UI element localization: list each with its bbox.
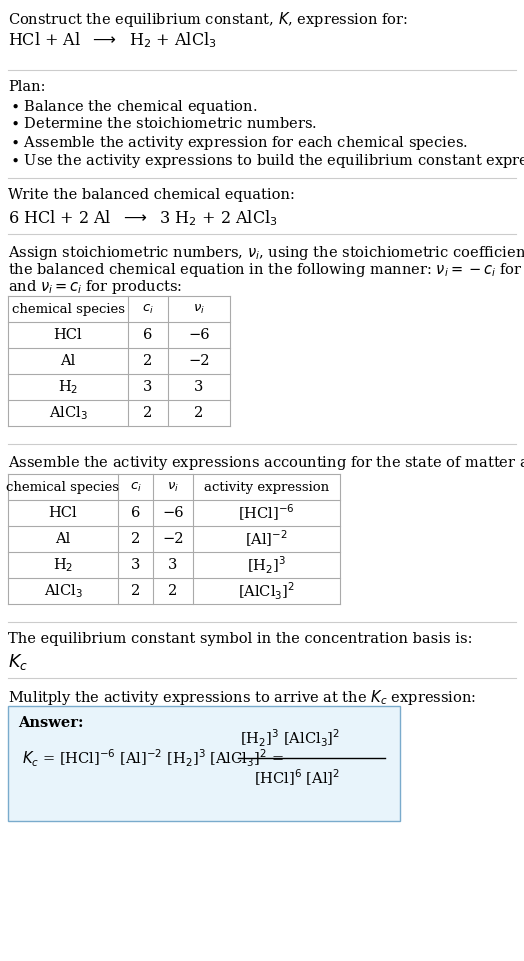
Text: $\bullet$ Determine the stoichiometric numbers.: $\bullet$ Determine the stoichiometric n… [10,116,317,131]
Text: Answer:: Answer: [18,716,83,730]
Text: activity expression: activity expression [204,480,329,494]
Text: Plan:: Plan: [8,80,46,94]
Text: $\bullet$ Balance the chemical equation.: $\bullet$ Balance the chemical equation. [10,98,257,116]
Text: 3: 3 [143,380,152,394]
Text: 2: 2 [131,584,140,598]
Text: 2: 2 [144,354,152,368]
Text: −2: −2 [188,354,210,368]
Text: [AlCl$_3$]$^2$: [AlCl$_3$]$^2$ [238,580,295,602]
Text: 2: 2 [144,406,152,420]
Text: $\bullet$ Assemble the activity expression for each chemical species.: $\bullet$ Assemble the activity expressi… [10,134,468,152]
Text: Mulitply the activity expressions to arrive at the $K_c$ expression:: Mulitply the activity expressions to arr… [8,688,476,707]
Text: HCl: HCl [53,328,82,342]
Text: 2: 2 [131,532,140,546]
Text: [Al]$^{-2}$: [Al]$^{-2}$ [245,529,288,550]
Text: 6: 6 [131,506,140,520]
Text: H$_2$: H$_2$ [53,556,73,574]
Text: Write the balanced chemical equation:: Write the balanced chemical equation: [8,188,295,202]
Text: HCl: HCl [49,506,78,520]
Text: $\bullet$ Use the activity expressions to build the equilibrium constant express: $\bullet$ Use the activity expressions t… [10,152,524,170]
Text: [H$_2$]$^3$ [AlCl$_3$]$^2$: [H$_2$]$^3$ [AlCl$_3$]$^2$ [240,727,340,749]
Text: 3: 3 [168,558,178,572]
Bar [8,296,230,426]
Text: HCl + Al  $\longrightarrow$  H$_2$ + AlCl$_3$: HCl + Al $\longrightarrow$ H$_2$ + AlCl$… [8,30,216,50]
Text: the balanced chemical equation in the following manner: $\nu_i = -c_i$ for react: the balanced chemical equation in the fo… [8,261,524,279]
Text: AlCl$_3$: AlCl$_3$ [43,582,82,600]
Text: 3: 3 [131,558,140,572]
Text: $\nu_i$: $\nu_i$ [193,303,205,315]
Text: [HCl]$^{-6}$: [HCl]$^{-6}$ [238,503,295,523]
Text: Al: Al [60,354,75,368]
Text: $\nu_i$: $\nu_i$ [167,480,179,494]
Text: Assign stoichiometric numbers, $\nu_i$, using the stoichiometric coefficients, $: Assign stoichiometric numbers, $\nu_i$, … [8,244,524,262]
Text: $K_c$: $K_c$ [8,652,28,672]
FancyBboxPatch shape [8,706,400,821]
Text: 2: 2 [168,584,178,598]
Text: chemical species: chemical species [6,480,119,494]
Text: Assemble the activity expressions accounting for the state of matter and $\nu_i$: Assemble the activity expressions accoun… [8,454,524,472]
Text: AlCl$_3$: AlCl$_3$ [49,405,88,422]
Text: $c_i$: $c_i$ [129,480,141,494]
Text: [H$_2$]$^3$: [H$_2$]$^3$ [247,554,286,576]
Text: 2: 2 [194,406,204,420]
Text: The equilibrium constant symbol in the concentration basis is:: The equilibrium constant symbol in the c… [8,632,473,646]
Text: chemical species: chemical species [12,303,125,315]
Text: H$_2$: H$_2$ [58,378,78,396]
Text: and $\nu_i = c_i$ for products:: and $\nu_i = c_i$ for products: [8,278,182,296]
Text: $c_i$: $c_i$ [142,303,154,315]
Text: 3: 3 [194,380,204,394]
Text: [HCl]$^6$ [Al]$^2$: [HCl]$^6$ [Al]$^2$ [254,768,340,788]
Text: −6: −6 [188,328,210,342]
Text: −2: −2 [162,532,184,546]
Text: 6 HCl + 2 Al  $\longrightarrow$  3 H$_2$ + 2 AlCl$_3$: 6 HCl + 2 Al $\longrightarrow$ 3 H$_2$ +… [8,208,278,228]
Text: 6: 6 [143,328,152,342]
Text: Al: Al [56,532,71,546]
Bar [8,474,340,604]
Text: −6: −6 [162,506,184,520]
Text: $K_c$ = [HCl]$^{-6}$ [Al]$^{-2}$ [H$_2$]$^3$ [AlCl$_3$]$^2$ =: $K_c$ = [HCl]$^{-6}$ [Al]$^{-2}$ [H$_2$]… [22,748,283,769]
Text: Construct the equilibrium constant, $K$, expression for:: Construct the equilibrium constant, $K$,… [8,10,408,29]
